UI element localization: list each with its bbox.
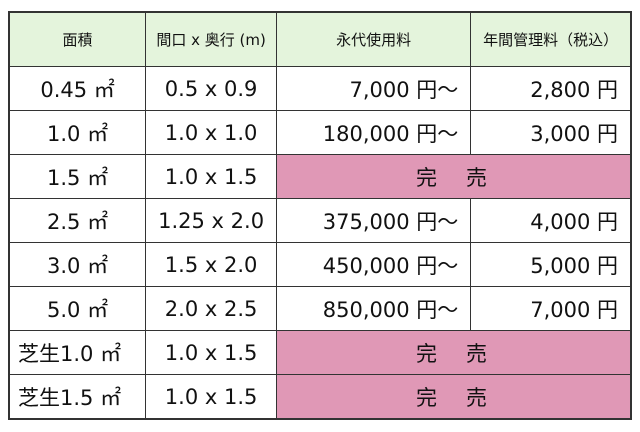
header-cell: 永代使用料: [276, 11, 472, 67]
header-cell: 面積: [8, 11, 147, 67]
table-cell: 5,000 円: [470, 242, 632, 287]
table-cell: 芝生1.0 ㎡: [8, 330, 147, 375]
sold-out-cell: 完 売: [276, 330, 632, 375]
price-table: 面積 間口 x 奥行 (m) 永代使用料 年間管理料（税込） 0.45 ㎡ 0.5 x …: [8, 11, 632, 420]
sold-out-cell: 完 売: [276, 374, 632, 420]
sold-out-cell: 完 売: [276, 154, 632, 199]
table-cell: 1.5 ㎡: [8, 154, 147, 199]
table-row: 芝生1.0 ㎡ 1.0 x 1.5 完 売: [8, 330, 632, 375]
table-cell: 3,000 円: [470, 110, 632, 155]
table-row: 3.0 ㎡ 1.5 x 2.0 450,000 円〜 5,000 円: [8, 242, 632, 287]
table-cell: 1.0 ㎡: [8, 110, 147, 155]
table-cell: 2.5 ㎡: [8, 198, 147, 243]
header-cell: 年間管理料（税込）: [470, 11, 632, 67]
table-cell: 1.0 x 1.0: [145, 110, 278, 155]
table-cell: 1.0 x 1.5: [145, 374, 278, 420]
table-cell: 0.5 x 0.9: [145, 66, 278, 111]
table-body: 0.45 ㎡ 0.5 x 0.9 7,000 円〜 2,800 円 1.0 ㎡ 1.0 x…: [8, 66, 632, 420]
table-cell: 7,000 円〜: [276, 66, 472, 111]
table-cell: 180,000 円〜: [276, 110, 472, 155]
table-cell: 450,000 円〜: [276, 242, 472, 287]
table-row: 芝生1.5 ㎡ 1.0 x 1.5 完 売: [8, 374, 632, 420]
table-cell: 芝生1.5 ㎡: [8, 374, 147, 420]
table-cell: 375,000 円〜: [276, 198, 472, 243]
table-row: 1.0 ㎡ 1.0 x 1.0 180,000 円〜 3,000 円: [8, 110, 632, 155]
table-cell: 1.5 x 2.0: [145, 242, 278, 287]
table-cell: 5.0 ㎡: [8, 286, 147, 331]
table-row: 0.45 ㎡ 0.5 x 0.9 7,000 円〜 2,800 円: [8, 66, 632, 111]
table-cell: 3.0 ㎡: [8, 242, 147, 287]
header-cell: 間口 x 奥行 (m): [145, 11, 278, 67]
table-cell: 0.45 ㎡: [8, 66, 147, 111]
table-cell: 7,000 円: [470, 286, 632, 331]
table-cell: 1.25 x 2.0: [145, 198, 278, 243]
table-cell: 2.0 x 2.5: [145, 286, 278, 331]
header-row: 面積 間口 x 奥行 (m) 永代使用料 年間管理料（税込）: [8, 11, 632, 67]
table-cell: 850,000 円〜: [276, 286, 472, 331]
table-cell: 2,800 円: [470, 66, 632, 111]
table-row: 1.5 ㎡ 1.0 x 1.5 完 売: [8, 154, 632, 199]
table-cell: 1.0 x 1.5: [145, 154, 278, 199]
table-cell: 4,000 円: [470, 198, 632, 243]
table-cell: 1.0 x 1.5: [145, 330, 278, 375]
table-row: 2.5 ㎡ 1.25 x 2.0 375,000 円〜 4,000 円: [8, 198, 632, 243]
table-row: 5.0 ㎡ 2.0 x 2.5 850,000 円〜 7,000 円: [8, 286, 632, 331]
